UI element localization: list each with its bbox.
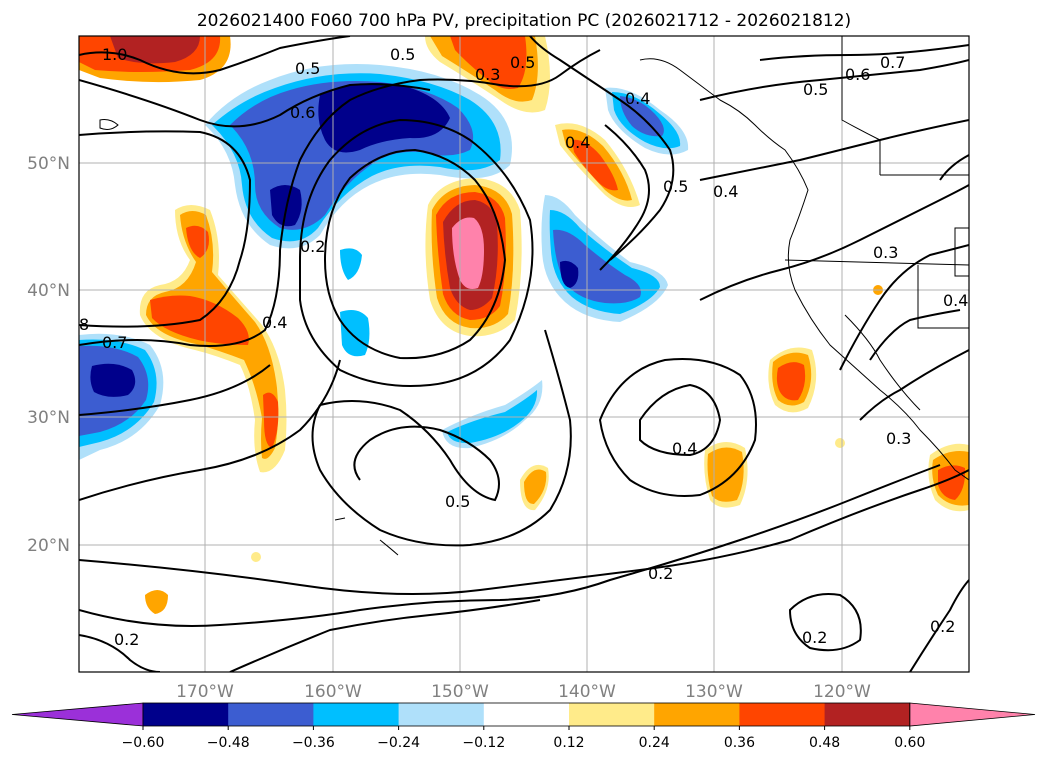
contour-label: 0.2 xyxy=(802,628,827,647)
colorbar: −0.60 −0.48 −0.36 −0.24 −0.12 0.12 0.24 0.36 0.4… xyxy=(11,702,1036,751)
positive-precip-area xyxy=(524,469,547,505)
longitude-axis: 170°W 160°W 150°W 140°W 130°W 120°W xyxy=(176,682,871,702)
colorbar-segment xyxy=(143,703,229,726)
contour-label: 0.3 xyxy=(873,243,898,262)
positive-precip-area xyxy=(572,139,618,191)
contour-label: 0.5 xyxy=(510,53,535,72)
colorbar-tick-label: −0.48 xyxy=(207,735,250,751)
positive-precip-area xyxy=(938,465,966,500)
pv-contours xyxy=(79,36,969,672)
contour-label: 0.5 xyxy=(295,59,320,78)
negative-precip-area xyxy=(90,363,136,397)
contour-label: 0.2 xyxy=(648,564,673,583)
colorbar-segment xyxy=(483,703,570,726)
colorbar-tick-label: −0.12 xyxy=(462,735,505,751)
contour-label: 0.5 xyxy=(445,492,470,511)
contour-label: 0.5 xyxy=(390,45,415,64)
colorbar-segment xyxy=(739,703,826,726)
contour-label: 0.5 xyxy=(803,80,828,99)
contour-label: 0.4 xyxy=(672,439,697,458)
colorbar-tick-label: 0.24 xyxy=(639,735,670,751)
colorbar-tick-label: 0.60 xyxy=(894,735,925,751)
map-panel: 1.0 0.5 0.6 0.4 0.2 0.3 0.5 0.4 0.5 0.4 … xyxy=(79,36,969,672)
positive-precip-area xyxy=(776,362,806,401)
contour-label: 0.3 xyxy=(886,429,911,448)
contour-label: 0.5 xyxy=(663,177,688,196)
colorbar-extend-max xyxy=(909,702,1036,727)
colorbar-segment xyxy=(313,703,400,726)
contour-label: 0.2 xyxy=(114,630,139,649)
contour-label: 0.4 xyxy=(625,89,650,108)
contour-label: 0.4 xyxy=(943,291,968,310)
longitude-tick-label: 160°W xyxy=(304,682,362,702)
positive-precip-area xyxy=(186,225,209,258)
longitude-tick-label: 120°W xyxy=(813,682,871,702)
contour-label-group: 1.0 0.5 0.6 0.4 0.2 0.3 0.5 0.4 0.5 0.4 … xyxy=(79,45,968,649)
contour-label: 0.6 xyxy=(845,65,870,84)
colorbar-tick-label: −0.36 xyxy=(292,735,335,751)
longitude-tick-label: 150°W xyxy=(431,682,489,702)
latitude-tick-label: 30°N xyxy=(27,408,70,428)
map-frame xyxy=(78,35,970,673)
graticule xyxy=(79,36,969,672)
latitude-tick-label: 40°N xyxy=(27,281,70,301)
negative-precip-area xyxy=(340,310,370,357)
colorbar-segment xyxy=(398,703,485,726)
contour-label: 0.7 xyxy=(880,53,905,72)
contour-label: 0.6 xyxy=(290,103,315,122)
contour-label: 0.2 xyxy=(930,617,955,636)
positive-precip-area xyxy=(251,552,261,562)
contour-label: 0.3 xyxy=(475,65,500,84)
contour-label: 0.4 xyxy=(713,182,738,201)
positive-precip-area xyxy=(450,36,527,89)
negative-precip-area xyxy=(340,248,362,280)
contour-label: 1.0 xyxy=(102,45,127,64)
contour-label: 0.2 xyxy=(300,237,325,256)
colorbar-extend-min xyxy=(11,702,144,727)
colorbar-tick-label: −0.24 xyxy=(377,735,420,751)
colorbar-tick-label: 0.36 xyxy=(724,735,755,751)
latitude-tick-label: 50°N xyxy=(27,154,70,174)
colorbar-tick-label: 0.12 xyxy=(553,735,584,751)
longitude-tick-label: 140°W xyxy=(558,682,616,702)
contour-label: 0.4 xyxy=(565,133,590,152)
colorbar-segment xyxy=(654,703,740,726)
positive-precip-area xyxy=(707,447,744,502)
longitude-tick-label: 170°W xyxy=(176,682,234,702)
contour-label: 8 xyxy=(79,315,89,334)
colorbar-tick-label: 0.48 xyxy=(809,735,840,751)
colorbar-tick-label: −0.60 xyxy=(122,735,165,751)
latitude-tick-label: 20°N xyxy=(27,536,70,556)
positive-precip-area xyxy=(835,438,845,448)
colorbar-segment xyxy=(228,703,314,726)
contour-label: 0.7 xyxy=(102,333,127,352)
contour-label: 0.4 xyxy=(262,313,287,332)
positive-precip-area xyxy=(263,392,279,448)
positive-precip-area xyxy=(145,590,168,614)
colorbar-segment xyxy=(569,703,655,726)
colorbar-segment xyxy=(824,703,911,726)
latitude-axis: 50°N 40°N 30°N 20°N xyxy=(27,154,70,556)
longitude-tick-label: 130°W xyxy=(685,682,743,702)
negative-precip-area xyxy=(553,229,641,304)
colorbar-outline xyxy=(142,702,911,727)
figure-title: 2026021400 F060 700 hPa PV, precipitatio… xyxy=(197,11,851,31)
negative-precip-area xyxy=(560,260,579,288)
